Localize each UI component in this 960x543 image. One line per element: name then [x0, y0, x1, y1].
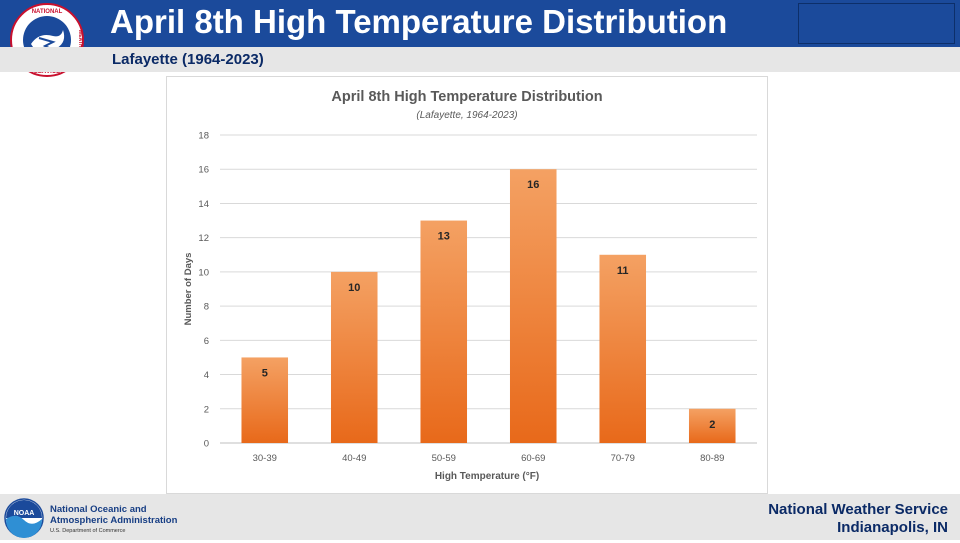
noaa-name-line1: National Oceanic and [50, 504, 147, 515]
x-tick-label: 50-59 [432, 453, 456, 464]
svg-text:WEATHER: WEATHER [77, 30, 83, 55]
y-tick-label: 8 [204, 302, 209, 313]
x-tick-label: 60-69 [521, 453, 545, 464]
bar-data-label: 13 [438, 231, 450, 243]
nws-office-name: National Weather Service [768, 501, 948, 518]
bar [599, 254, 647, 443]
bar-data-label: 16 [527, 179, 539, 191]
page-subtitle: Lafayette (1964-2023) [112, 51, 264, 68]
bar-data-label: 5 [262, 367, 268, 379]
y-axis-label: Number of Days [183, 253, 194, 326]
bar [241, 357, 289, 443]
bar-data-label: 10 [348, 282, 360, 294]
y-tick-label: 6 [204, 336, 209, 347]
x-tick-label: 80-89 [700, 453, 724, 464]
x-axis-label: High Temperature (°F) [435, 471, 539, 482]
header-box [798, 3, 955, 44]
noaa-name-line2: Atmospheric Administration [50, 515, 178, 526]
y-tick-label: 2 [204, 404, 209, 415]
y-tick-label: 12 [198, 233, 209, 244]
y-tick-label: 18 [198, 131, 209, 142]
bar [509, 169, 557, 443]
chart-subtitle: (Lafayette, 1964-2023) [416, 110, 517, 121]
bar-data-label: 2 [709, 419, 715, 431]
bar-data-label: 11 [617, 265, 629, 277]
bar [420, 220, 468, 443]
page-title: April 8th High Temperature Distribution [110, 3, 728, 40]
x-tick-label: 30-39 [253, 453, 277, 464]
noaa-logo: NOAA [4, 498, 44, 538]
y-tick-label: 0 [204, 439, 209, 450]
bar [330, 271, 378, 443]
y-tick-label: 16 [198, 165, 209, 176]
footer-band [0, 494, 960, 540]
svg-text:SERVICE: SERVICE [34, 69, 60, 75]
x-tick-label: 40-49 [342, 453, 366, 464]
subheader-band [0, 47, 960, 72]
y-tick-label: 14 [198, 199, 209, 210]
chart-title: April 8th High Temperature Distribution [331, 89, 602, 105]
nws-office-location: Indianapolis, IN [837, 519, 948, 536]
svg-text:NATIONAL: NATIONAL [32, 9, 63, 15]
svg-text:NOAA: NOAA [14, 510, 35, 517]
y-tick-label: 10 [198, 267, 209, 278]
y-tick-label: 4 [204, 370, 209, 381]
bar [688, 408, 736, 443]
x-tick-label: 70-79 [611, 453, 635, 464]
noaa-department: U.S. Department of Commerce [50, 528, 126, 534]
